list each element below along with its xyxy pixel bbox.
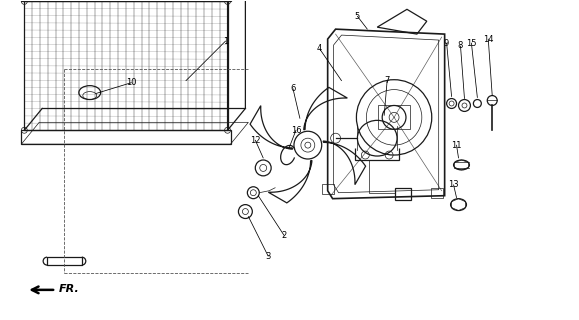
Text: 13: 13 xyxy=(448,180,459,189)
Bar xyxy=(395,188,411,200)
Text: 14: 14 xyxy=(483,35,493,44)
Bar xyxy=(21,0,230,1)
Bar xyxy=(378,106,410,129)
Text: 2: 2 xyxy=(281,231,287,240)
Text: 16: 16 xyxy=(291,126,301,135)
Text: 7: 7 xyxy=(384,76,390,85)
Bar xyxy=(431,188,443,198)
Text: 8: 8 xyxy=(458,42,463,51)
Text: 10: 10 xyxy=(126,78,137,87)
Text: 9: 9 xyxy=(444,38,449,48)
Text: 6: 6 xyxy=(290,84,296,93)
Text: 11: 11 xyxy=(451,140,462,150)
Text: FR.: FR. xyxy=(59,284,80,294)
Text: 15: 15 xyxy=(466,38,477,48)
Bar xyxy=(322,184,334,194)
Text: 3: 3 xyxy=(266,252,271,261)
Text: 1: 1 xyxy=(223,36,228,45)
Text: 4: 4 xyxy=(317,44,323,53)
Bar xyxy=(47,257,82,265)
Bar xyxy=(21,130,230,144)
Text: 12: 12 xyxy=(250,136,261,145)
Text: 5: 5 xyxy=(355,12,360,21)
